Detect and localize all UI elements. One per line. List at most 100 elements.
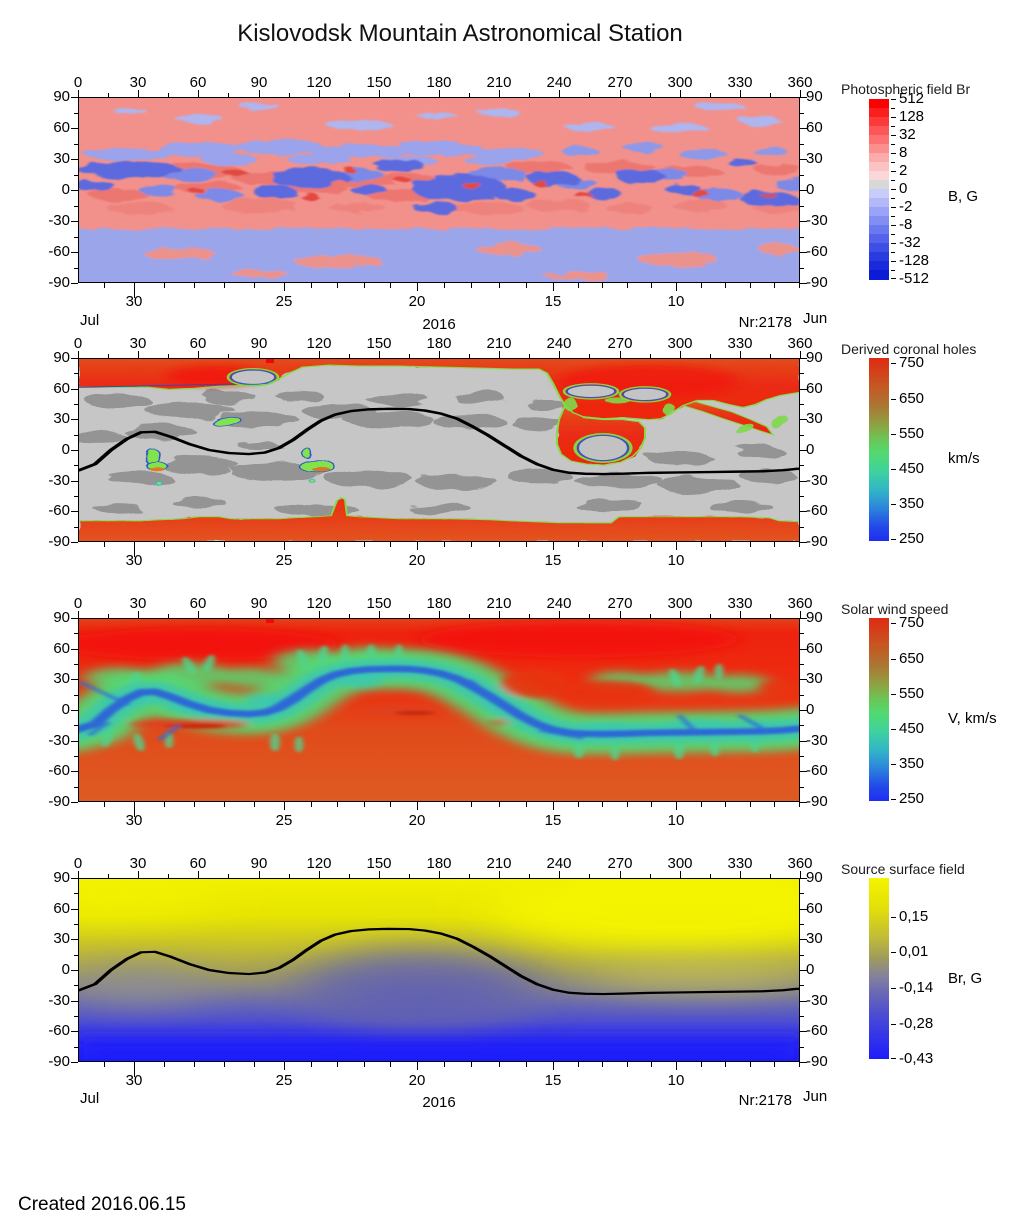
- tick: [799, 1062, 800, 1067]
- tick: [529, 93, 530, 97]
- tick: [74, 985, 78, 986]
- lon-tick-label: 210: [486, 855, 512, 872]
- tick: [198, 611, 199, 618]
- tick: [71, 618, 78, 619]
- tick: [680, 351, 681, 358]
- tick: [499, 283, 500, 288]
- lon-tick-label: 240: [546, 74, 572, 91]
- tick: [74, 206, 78, 207]
- tick: [444, 542, 445, 547]
- lat-tick-label: -30: [48, 732, 70, 749]
- tick: [676, 283, 677, 291]
- tick: [774, 802, 775, 807]
- tick: [740, 611, 741, 618]
- lat-tick-label: 60: [53, 640, 70, 657]
- tick: [800, 679, 807, 680]
- colorbar-tick-label: 0: [899, 180, 908, 197]
- tick: [725, 1062, 726, 1067]
- lon-tick-label: 180: [426, 74, 452, 91]
- lat-tick-label: 90: [53, 609, 70, 626]
- tick: [254, 802, 255, 807]
- day-tick-label: 15: [544, 812, 562, 829]
- lat-tick-label: 0: [806, 441, 815, 458]
- tick: [74, 404, 78, 405]
- tick: [701, 283, 702, 288]
- tick: [740, 90, 741, 97]
- colorbar-tick-label: 550: [899, 685, 925, 702]
- tick: [559, 90, 560, 97]
- tick: [311, 802, 312, 807]
- colorbar-segment: [869, 261, 889, 271]
- lat-tick-label: -90: [806, 793, 828, 810]
- tick: [71, 878, 78, 879]
- lat-tick-label: 60: [806, 900, 823, 917]
- tick: [578, 283, 579, 288]
- tick: [750, 542, 751, 547]
- tick: [78, 90, 79, 97]
- lat-tick-label: -60: [806, 1022, 828, 1039]
- year-label: 2016: [422, 1094, 456, 1111]
- lon-tick-label: 180: [426, 595, 452, 612]
- colorbar-segment: [869, 207, 889, 217]
- tick: [74, 664, 78, 665]
- lat-tick-label: -30: [48, 212, 70, 229]
- tick: [364, 802, 365, 807]
- tick: [71, 389, 78, 390]
- colorbar-tick-label: -512: [899, 270, 930, 287]
- tick: [138, 871, 139, 878]
- lat-tick-label: 30: [53, 670, 70, 687]
- lon-tick-label: 210: [486, 74, 512, 91]
- lon-tick-label: 150: [366, 74, 392, 91]
- colorbar-segment: [869, 189, 889, 199]
- lon-tick-label: 360: [787, 855, 813, 872]
- lat-tick-label: 0: [806, 181, 815, 198]
- tick: [800, 1031, 807, 1032]
- tick: [800, 802, 807, 803]
- tick: [800, 190, 807, 191]
- tick: [390, 802, 391, 807]
- colorbar-3: [869, 878, 889, 1059]
- tick: [228, 354, 229, 358]
- tick: [104, 283, 105, 288]
- lat-tick-label: -90: [806, 274, 828, 291]
- colorbar-segment: [869, 126, 889, 136]
- tick: [311, 542, 312, 547]
- lon-tick-label: 270: [607, 855, 633, 872]
- tick: [71, 542, 78, 543]
- colorbar-tick-label: -2: [899, 198, 913, 215]
- tick: [800, 542, 807, 543]
- lat-tick-label: -90: [806, 1053, 828, 1070]
- tick: [138, 351, 139, 358]
- day-tick-label: 25: [275, 293, 293, 310]
- lat-tick-label: 0: [61, 701, 70, 718]
- tick: [439, 611, 440, 618]
- tick: [891, 144, 895, 145]
- tick: [800, 358, 807, 359]
- tick: [800, 1001, 807, 1002]
- lat-tick-label: -30: [806, 732, 828, 749]
- tick: [800, 206, 804, 207]
- tick: [800, 611, 801, 618]
- lat-tick-label: 90: [806, 349, 823, 366]
- lon-tick-label: 300: [667, 335, 693, 352]
- day-tick-label: 20: [408, 812, 426, 829]
- tick: [891, 469, 896, 470]
- lon-tick-label: 30: [129, 335, 147, 352]
- tick: [71, 159, 78, 160]
- tick: [800, 924, 804, 925]
- lon-tick-label: 300: [667, 855, 693, 872]
- tick: [526, 1062, 527, 1067]
- tick: [364, 1062, 365, 1067]
- tick: [134, 1062, 135, 1077]
- tick: [74, 924, 78, 925]
- tick: [800, 878, 807, 879]
- tick: [800, 97, 807, 98]
- tick: [800, 909, 807, 910]
- colorbar-segment: [869, 162, 889, 172]
- source-surface-map-svg: [79, 879, 799, 1061]
- lon-tick-label: 330: [727, 335, 753, 352]
- tick: [379, 871, 380, 878]
- lat-tick-label: 0: [61, 441, 70, 458]
- tick: [259, 90, 260, 97]
- tick: [289, 354, 290, 358]
